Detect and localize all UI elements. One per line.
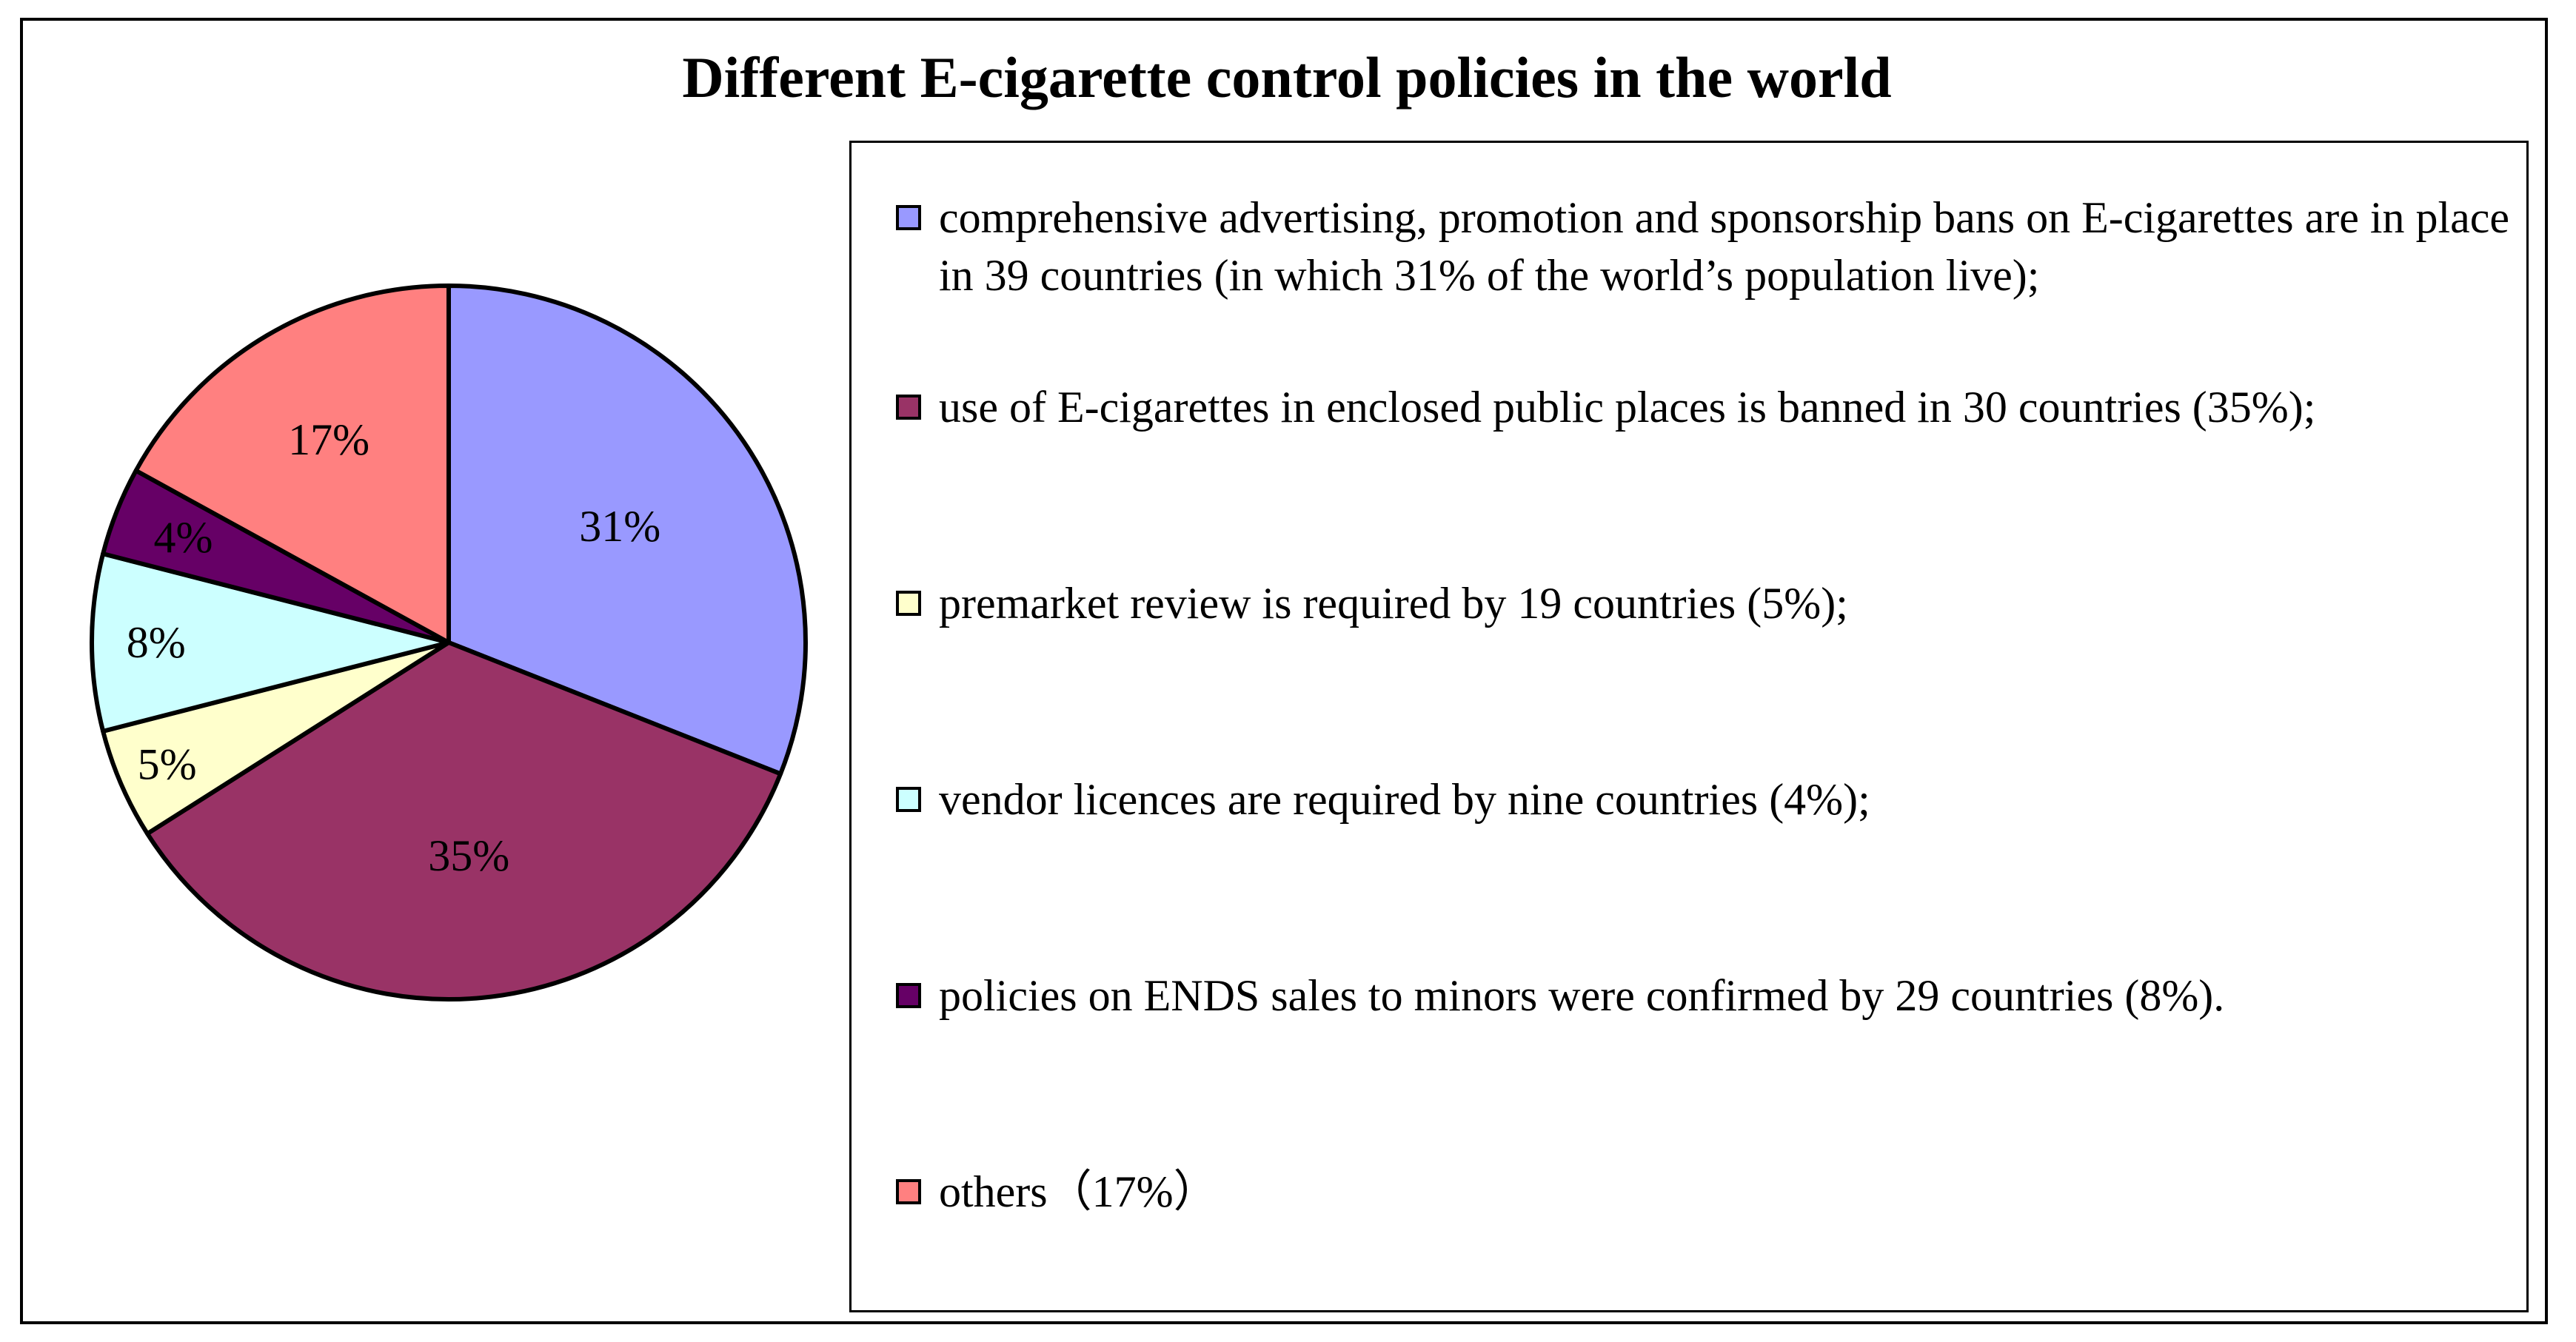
pie-label-6: 17% <box>288 415 369 464</box>
legend-item-2: use of E-cigarettes in enclosed public p… <box>896 378 2510 436</box>
chart-title: Different E-cigarette control policies i… <box>682 45 1892 110</box>
legend-swatch-4 <box>896 787 921 812</box>
pie-slice-6 <box>133 284 451 645</box>
legend-text-2: use of E-cigarettes in enclosed public p… <box>939 383 2316 432</box>
pie-label-2: 35% <box>428 831 509 880</box>
pie-label-1: 31% <box>579 502 660 551</box>
legend-item-6: others（17%） <box>896 1163 2510 1221</box>
pie-slice-1 <box>446 284 808 776</box>
legend-text-5: policies on ENDS sales to minors were co… <box>939 971 2225 1020</box>
pie-label-4: 8% <box>127 618 186 667</box>
legend-swatch-2 <box>896 395 921 420</box>
chart-frame: Different E-cigarette control policies i… <box>20 18 2548 1324</box>
legend-text-4: vendor licences are required by nine cou… <box>939 775 1870 824</box>
legend-swatch-3 <box>896 591 921 616</box>
pie-label-3: 5% <box>138 740 197 789</box>
legend: comprehensive advertising, promotion and… <box>849 141 2529 1312</box>
legend-item-1: comprehensive advertising, promotion and… <box>896 189 2510 304</box>
pie-label-5: 4% <box>153 513 213 562</box>
legend-item-5: policies on ENDS sales to minors were co… <box>896 967 2510 1024</box>
pie-chart: 31% 35% 5% 8% 4% 17% <box>90 284 808 1002</box>
legend-swatch-1 <box>896 205 921 230</box>
legend-swatch-6 <box>896 1179 921 1204</box>
legend-swatch-5 <box>896 983 921 1008</box>
legend-item-3: premarket review is required by 19 count… <box>896 574 2510 632</box>
pie-slice-2 <box>145 640 783 1002</box>
legend-text-1: comprehensive advertising, promotion and… <box>939 193 2510 300</box>
legend-text-3: premarket review is required by 19 count… <box>939 579 1848 628</box>
legend-item-4: vendor licences are required by nine cou… <box>896 771 2510 828</box>
legend-text-6: others（17%） <box>939 1167 1218 1216</box>
pie-slice-4 <box>90 551 451 734</box>
